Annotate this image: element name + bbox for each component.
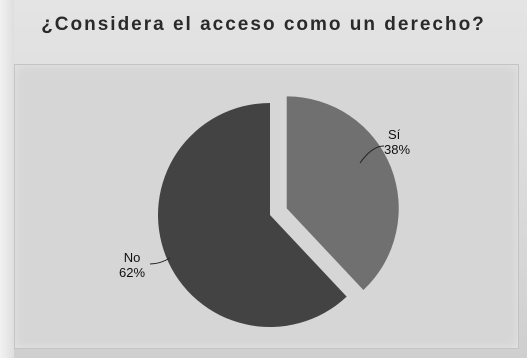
slice-category-label-si: Sí [388, 127, 401, 142]
leader-line-si [359, 145, 385, 164]
slice-value-label-si: 38% [384, 142, 410, 157]
slice-category-label-no: No [124, 250, 141, 265]
pie-slice-si [286, 96, 399, 291]
slide-left-edge [0, 0, 14, 358]
chart-title: ¿Considera el acceso como un derecho? [41, 14, 486, 35]
pie-slice-no [158, 103, 347, 327]
leader-line-no [149, 257, 171, 265]
slice-value-label-no: 62% [119, 265, 145, 280]
